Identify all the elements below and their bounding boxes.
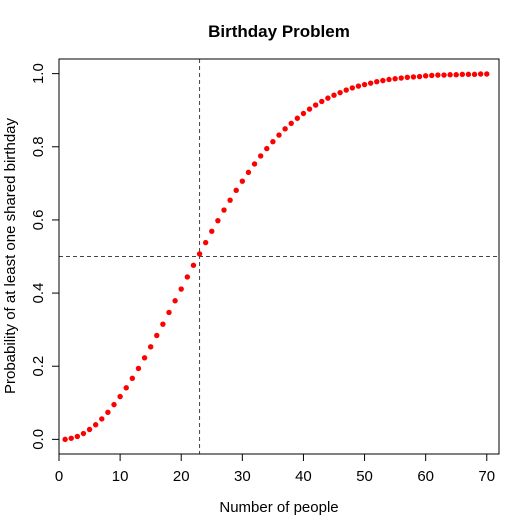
data-point	[172, 298, 178, 304]
data-point	[343, 87, 349, 93]
data-point	[349, 85, 356, 91]
data-point	[361, 81, 368, 88]
data-point	[300, 110, 307, 117]
data-point	[160, 321, 166, 327]
data-point	[251, 161, 258, 167]
data-point	[429, 72, 435, 79]
data-point	[355, 83, 362, 89]
data-point	[147, 344, 154, 350]
data-point	[441, 72, 447, 78]
data-point	[209, 228, 215, 234]
y-axis-label: Probability of at least one shared birth…	[2, 118, 19, 394]
x-tick-label: 10	[112, 468, 129, 485]
data-point	[123, 385, 129, 391]
data-point	[86, 426, 93, 433]
data-point	[154, 332, 160, 339]
data-point	[233, 187, 239, 194]
data-point	[178, 286, 184, 292]
data-point	[202, 239, 209, 246]
data-point	[141, 355, 148, 361]
data-point	[227, 197, 233, 203]
x-tick-label: 20	[173, 468, 190, 485]
data-point	[404, 74, 411, 80]
x-tick-label: 40	[295, 468, 312, 485]
data-point	[484, 71, 490, 77]
data-point	[270, 138, 276, 145]
x-tick-label: 70	[478, 468, 495, 485]
data-point	[257, 153, 264, 159]
data-point	[312, 102, 319, 108]
data-point	[337, 89, 343, 96]
data-point	[398, 75, 404, 81]
x-axis: 0 10 20 30 40 50 60 70	[55, 453, 495, 485]
data-point	[435, 72, 441, 78]
data-point	[392, 76, 398, 82]
data-point	[264, 145, 270, 152]
y-tick-label: 0.6	[30, 209, 47, 230]
data-point	[374, 78, 380, 85]
x-axis-label: Number of people	[219, 499, 338, 516]
data-points	[62, 71, 490, 443]
y-axis: 0.0 0.2 0.4 0.6 0.8 1.0	[30, 63, 60, 450]
data-point	[422, 73, 429, 79]
data-point	[245, 169, 252, 176]
data-point	[306, 106, 313, 112]
data-point	[62, 436, 68, 443]
chart-title: Birthday Problem	[208, 22, 350, 41]
y-tick-label: 1.0	[30, 63, 47, 84]
reference-lines	[59, 59, 499, 454]
x-tick-label: 30	[234, 468, 251, 485]
data-point	[135, 365, 142, 372]
data-point	[68, 435, 74, 441]
data-point	[416, 73, 423, 80]
data-point	[196, 251, 203, 257]
data-point	[111, 401, 117, 408]
data-point	[410, 74, 417, 80]
data-point	[105, 409, 111, 416]
data-point	[465, 71, 472, 78]
data-point	[453, 72, 459, 78]
data-point	[184, 274, 191, 280]
data-point	[380, 77, 386, 84]
data-point	[74, 433, 81, 440]
x-tick-label: 60	[417, 468, 434, 485]
data-point	[477, 71, 484, 77]
data-point	[447, 72, 453, 78]
data-point	[92, 422, 99, 428]
x-tick-label: 0	[55, 468, 63, 485]
x-tick-label: 50	[356, 468, 373, 485]
data-point	[190, 262, 197, 268]
data-point	[129, 375, 136, 381]
data-point	[294, 115, 301, 121]
data-point	[288, 120, 294, 127]
data-point	[325, 95, 331, 101]
data-point	[239, 178, 246, 184]
data-point	[80, 430, 87, 437]
y-tick-label: 0.8	[30, 136, 47, 157]
y-tick-label: 0.0	[30, 429, 47, 450]
y-tick-label: 0.2	[30, 356, 47, 377]
data-point	[367, 80, 374, 86]
data-point	[459, 71, 466, 78]
data-point	[319, 98, 325, 105]
data-point	[282, 126, 288, 132]
data-point	[215, 217, 221, 224]
data-point	[166, 309, 172, 316]
data-point	[117, 393, 123, 400]
data-point	[471, 71, 478, 78]
y-tick-label: 0.4	[30, 283, 47, 304]
data-point	[331, 92, 337, 98]
data-point	[221, 207, 227, 213]
data-point	[276, 132, 282, 138]
data-point	[99, 416, 105, 422]
data-point	[386, 76, 392, 83]
